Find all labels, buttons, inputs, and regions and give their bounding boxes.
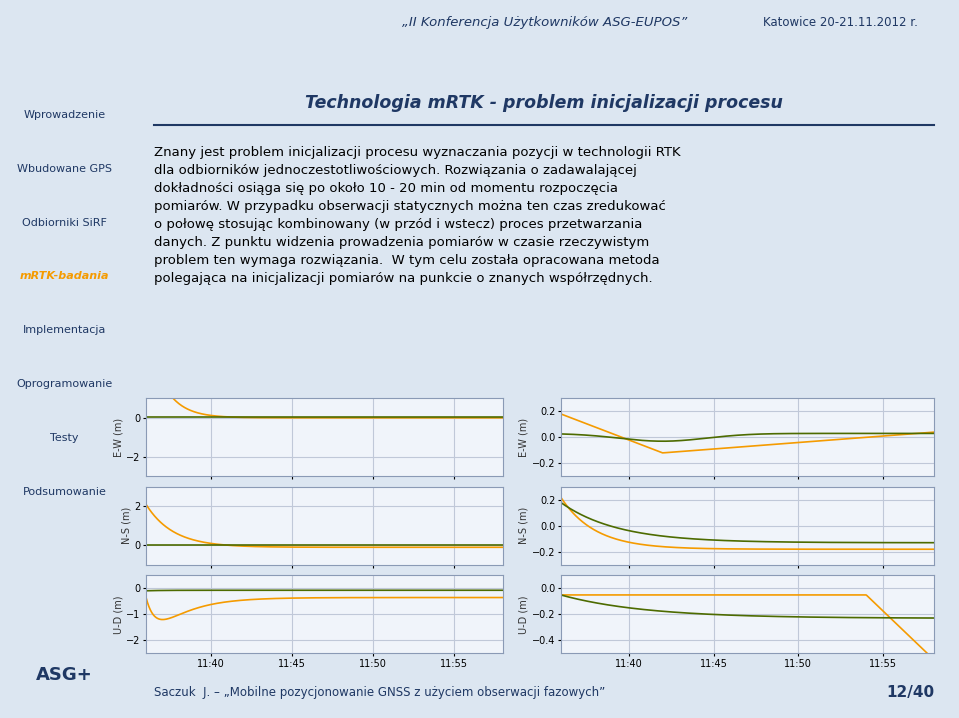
Text: mRTK-badania: mRTK-badania [20,271,109,281]
Text: Wprowadzenie: Wprowadzenie [24,110,105,120]
Y-axis label: N-S (m): N-S (m) [122,507,131,544]
Y-axis label: N-S (m): N-S (m) [519,507,529,544]
Text: Znany jest problem inicjalizacji procesu wyznaczania pozycji w technologii RTK
d: Znany jest problem inicjalizacji procesu… [154,146,681,285]
Text: Saczuk  J. – „Mobilne pozycjonowanie GNSS z użyciem obserwacji fazowych”: Saczuk J. – „Mobilne pozycjonowanie GNSS… [154,686,605,699]
Text: Odbiorniki SiRF: Odbiorniki SiRF [22,218,107,228]
Text: 12/40: 12/40 [886,686,934,700]
Text: Testy: Testy [51,433,79,443]
Y-axis label: E-W (m): E-W (m) [113,418,124,457]
Text: Implementacja: Implementacja [23,325,106,335]
Text: Technologia mRTK - problem inicjalizacji procesu: Technologia mRTK - problem inicjalizacji… [305,94,784,113]
Text: Oprogramowanie: Oprogramowanie [16,379,113,389]
Text: Wbudowane GPS: Wbudowane GPS [17,164,112,174]
Text: Podsumowanie: Podsumowanie [23,487,106,497]
Y-axis label: U-D (m): U-D (m) [519,595,529,634]
Text: Katowice 20-21.11.2012 r.: Katowice 20-21.11.2012 r. [762,17,918,29]
Text: ASG+: ASG+ [36,666,93,684]
Text: „II Konferencja Użytkowników ASG-EUPOS”: „II Konferencja Użytkowników ASG-EUPOS” [402,17,687,29]
Y-axis label: E-W (m): E-W (m) [519,418,529,457]
Y-axis label: U-D (m): U-D (m) [113,595,124,634]
